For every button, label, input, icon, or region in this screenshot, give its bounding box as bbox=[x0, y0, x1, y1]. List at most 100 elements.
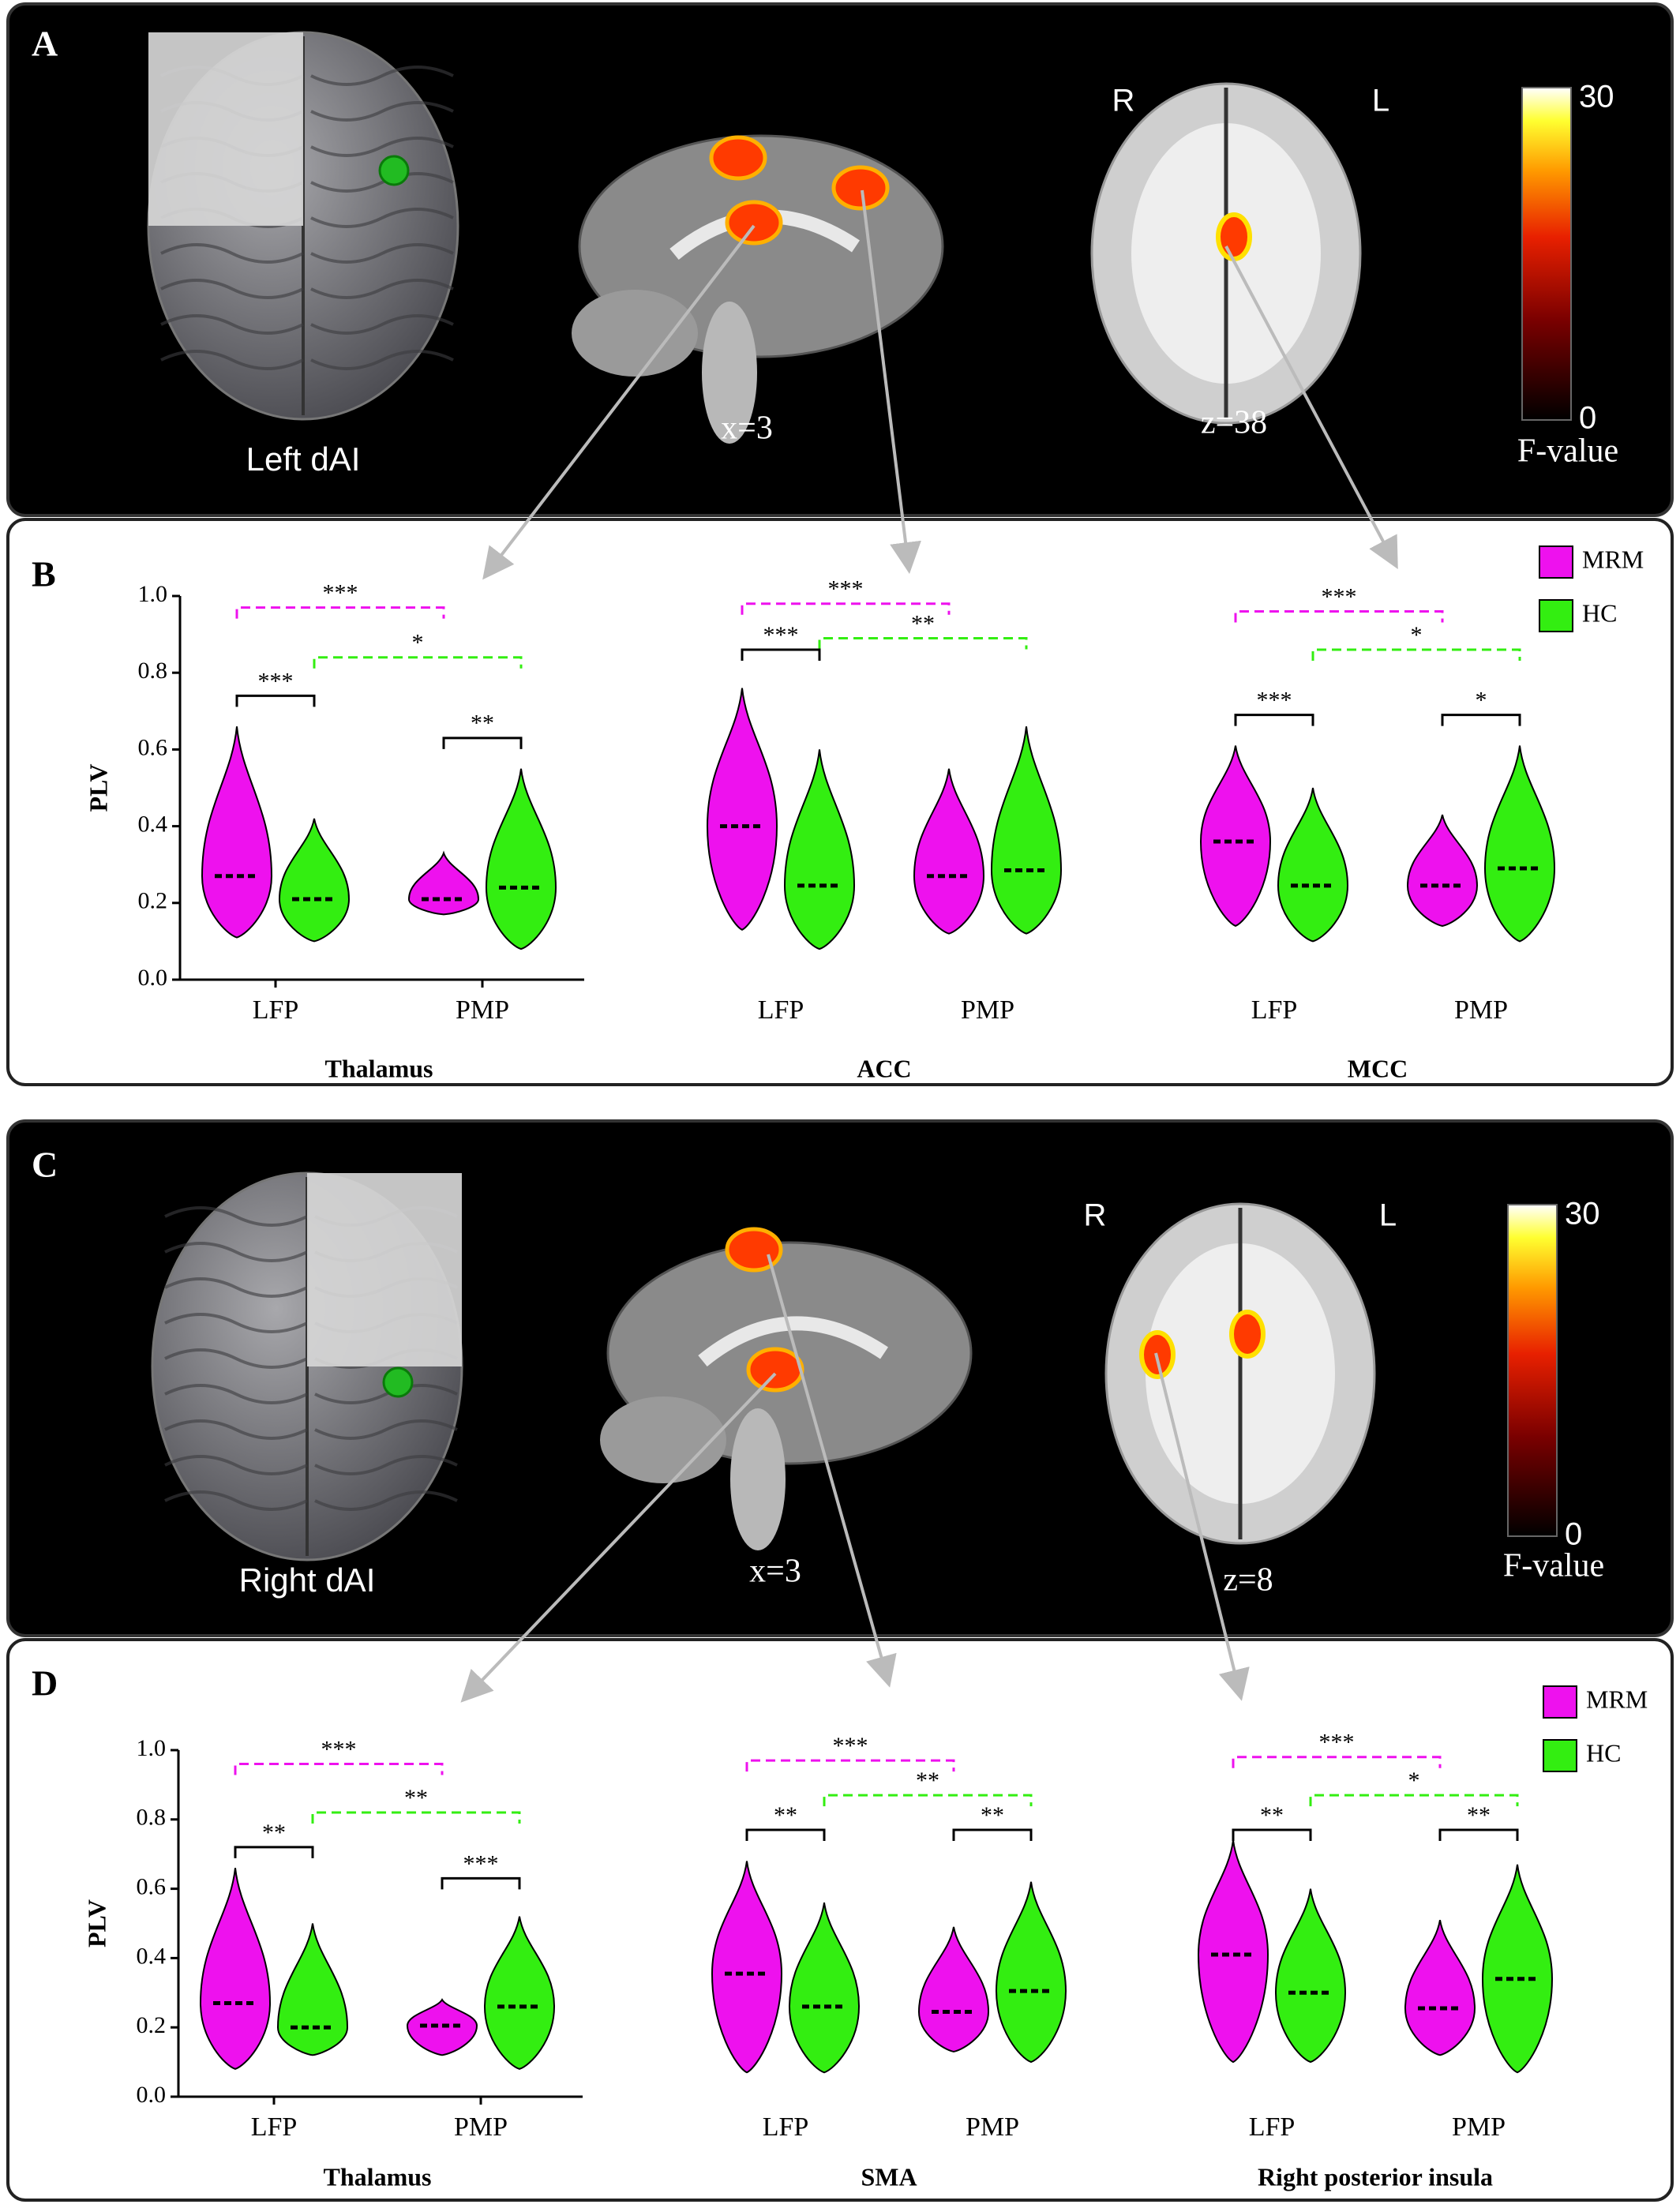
legend-label: MRM bbox=[1586, 1685, 1648, 1713]
violin-body bbox=[278, 818, 351, 943]
brain-cutout bbox=[148, 32, 303, 226]
x-tick-label: LFP bbox=[758, 995, 804, 1025]
violin-body bbox=[1199, 745, 1272, 928]
y-tick-label: 0.2 bbox=[138, 888, 168, 914]
significance-bracket bbox=[441, 1876, 521, 1890]
y-tick-label: 0.8 bbox=[138, 658, 168, 684]
colorbar-max: 30 bbox=[1565, 1197, 1600, 1231]
corpus-callosum bbox=[698, 1316, 888, 1366]
connector-arrow bbox=[861, 189, 921, 574]
y-tick-label: 0.4 bbox=[137, 1943, 167, 1969]
x-tick-label: LFP bbox=[763, 2112, 809, 2142]
violin-body bbox=[199, 1868, 272, 2070]
seed-marker bbox=[378, 155, 410, 186]
significance-label: *** bbox=[833, 1733, 868, 1759]
y-tick-label: 0.8 bbox=[137, 1805, 167, 1831]
significance-label: *** bbox=[323, 579, 358, 605]
activation-blob bbox=[1229, 1310, 1266, 1359]
activation-blob bbox=[746, 1347, 804, 1393]
violin-body bbox=[783, 749, 856, 950]
brain-cutout bbox=[307, 1173, 462, 1366]
cerebellum bbox=[600, 1396, 726, 1483]
significance-bracket bbox=[1234, 609, 1444, 623]
significance-label: * bbox=[1476, 688, 1487, 714]
significance-bracket bbox=[1438, 1828, 1519, 1841]
gyrus bbox=[160, 243, 454, 264]
seed-marker bbox=[382, 1366, 414, 1398]
legend-swatch bbox=[1539, 599, 1573, 632]
activation-blob bbox=[725, 200, 783, 246]
colorbar-min: 0 bbox=[1579, 401, 1596, 436]
significance-label: ** bbox=[981, 1802, 1004, 1828]
significance-bracket bbox=[818, 636, 1028, 650]
violin-body bbox=[788, 1902, 861, 2074]
cerebellum bbox=[572, 290, 698, 377]
panel-letter: D bbox=[32, 1663, 58, 1704]
x-tick-label: LFP bbox=[1251, 995, 1298, 1025]
significance-bracket bbox=[313, 656, 523, 669]
orientation-label: R bbox=[1112, 84, 1135, 118]
significance-bracket bbox=[234, 1763, 444, 1775]
colorbar bbox=[1507, 1204, 1558, 1537]
significance-bracket bbox=[235, 694, 316, 707]
activation-blob bbox=[1216, 212, 1252, 261]
slice-label: x=3 bbox=[721, 410, 773, 447]
significance-bracket bbox=[235, 606, 445, 619]
significance-label: ** bbox=[916, 1768, 939, 1794]
legend-swatch bbox=[1539, 545, 1573, 579]
connector-arrow bbox=[1154, 1352, 1250, 1701]
significance-bracket bbox=[1309, 1794, 1519, 1807]
violin-body bbox=[706, 688, 778, 931]
y-tick-label: 0.4 bbox=[138, 811, 168, 837]
significance-label: *** bbox=[1257, 688, 1292, 714]
significance-label: * bbox=[1411, 622, 1423, 648]
significance-label: ** bbox=[1260, 1802, 1284, 1828]
gyrus bbox=[164, 1384, 458, 1404]
x-tick-label: LFP bbox=[1249, 2112, 1296, 2142]
violin-body bbox=[1197, 1840, 1269, 2064]
significance-bracket bbox=[745, 1828, 826, 1841]
gyrus bbox=[164, 1490, 458, 1511]
slice-label: z=8 bbox=[1223, 1562, 1273, 1599]
significance-label: ** bbox=[1467, 1802, 1491, 1828]
connector-arrow bbox=[1224, 246, 1398, 570]
violin-body bbox=[990, 726, 1063, 935]
colorbar-min: 0 bbox=[1565, 1517, 1582, 1552]
legend-label: HC bbox=[1586, 1738, 1621, 1767]
x-tick-label: PMP bbox=[961, 995, 1014, 1025]
legend-swatch bbox=[1543, 1685, 1577, 1719]
subplot-title: Right posterior insula bbox=[1258, 2162, 1493, 2191]
violin-body bbox=[913, 768, 985, 935]
significance-label: *** bbox=[828, 576, 864, 602]
significance-label: *** bbox=[463, 1850, 499, 1876]
colorbar bbox=[1521, 87, 1572, 421]
significance-label: ** bbox=[262, 1820, 286, 1846]
activation-blob bbox=[725, 1227, 783, 1273]
gyrus bbox=[164, 1455, 458, 1475]
slice-label: z=38 bbox=[1201, 405, 1267, 441]
violin-body bbox=[1406, 814, 1479, 927]
significance-bracket bbox=[1232, 1828, 1312, 1841]
violin-body bbox=[1274, 1888, 1347, 2064]
violin-body bbox=[485, 768, 557, 950]
panel-d-bg bbox=[6, 1638, 1674, 2202]
brainstem bbox=[702, 302, 757, 444]
significance-label: ** bbox=[471, 710, 494, 737]
violin-body bbox=[1404, 1919, 1476, 2056]
significance-bracket bbox=[741, 602, 951, 615]
x-tick-label: PMP bbox=[1452, 2112, 1506, 2142]
y-tick-label: 1.0 bbox=[137, 1735, 167, 1761]
gyrus bbox=[160, 314, 454, 335]
y-tick-label: 0.0 bbox=[138, 965, 168, 991]
subplot-title: Thalamus bbox=[325, 1054, 433, 1082]
significance-bracket bbox=[952, 1828, 1033, 1841]
significance-bracket bbox=[442, 737, 523, 749]
significance-bracket bbox=[1232, 1756, 1442, 1768]
violin-body bbox=[1277, 787, 1349, 943]
subplot-title: ACC bbox=[857, 1054, 911, 1082]
significance-bracket bbox=[1441, 714, 1521, 726]
x-tick-label: PMP bbox=[454, 2112, 508, 2142]
violin-body bbox=[276, 1923, 349, 2056]
orientation-label: L bbox=[1379, 1198, 1397, 1233]
